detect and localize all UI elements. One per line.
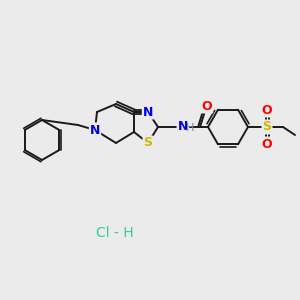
Text: H: H bbox=[186, 123, 194, 133]
Text: O: O bbox=[262, 103, 272, 116]
Text: N: N bbox=[143, 106, 153, 118]
Text: S: S bbox=[262, 121, 272, 134]
Text: N: N bbox=[178, 121, 188, 134]
Text: O: O bbox=[262, 137, 272, 151]
Text: N: N bbox=[90, 124, 100, 136]
Text: S: S bbox=[143, 136, 152, 149]
Text: Cl - H: Cl - H bbox=[96, 226, 134, 240]
Text: O: O bbox=[202, 100, 212, 112]
